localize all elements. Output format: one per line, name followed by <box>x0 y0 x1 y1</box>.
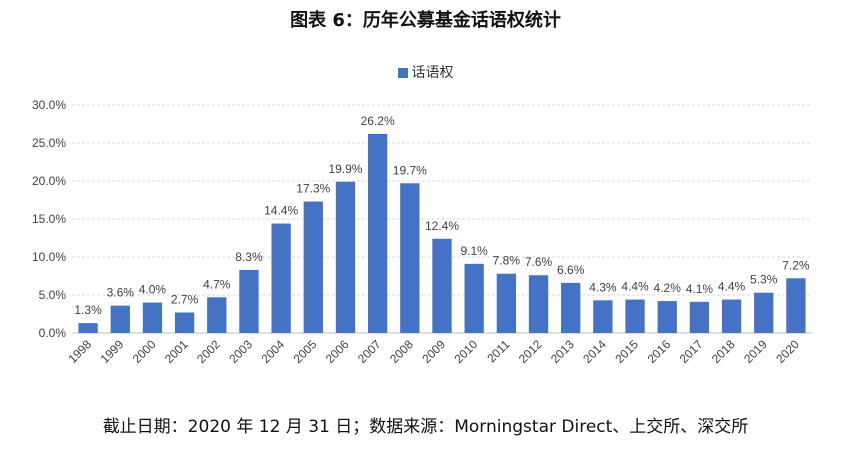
x-tick-label-2006: 2006 <box>323 337 352 366</box>
bar-2014 <box>593 300 613 333</box>
bar-2020 <box>786 278 806 333</box>
data-label-1999: 3.6% <box>107 286 135 300</box>
bar-2012 <box>528 275 549 333</box>
data-label-2007: 26.2% <box>361 114 395 128</box>
data-label-2009: 12.4% <box>425 219 459 233</box>
data-label-2005: 17.3% <box>296 182 330 196</box>
x-tick-label-2009: 2009 <box>419 337 448 366</box>
bar-2017 <box>689 301 710 333</box>
bar-2001 <box>174 312 195 333</box>
y-tick-label: 15.0% <box>32 212 66 226</box>
bar-2015 <box>625 299 645 333</box>
data-label-2006: 19.9% <box>328 162 362 176</box>
bar-2004 <box>271 223 291 333</box>
data-label-2008: 19.7% <box>393 163 427 177</box>
y-tick-label: 25.0% <box>32 136 66 150</box>
x-tick-label-2015: 2015 <box>612 337 641 366</box>
data-label-2016: 4.2% <box>654 281 682 295</box>
x-tick-label-2019: 2019 <box>741 337 770 366</box>
bar-2018 <box>721 299 742 333</box>
data-label-2003: 8.3% <box>235 250 263 264</box>
bar-2008 <box>400 183 420 333</box>
x-tick-label-2000: 2000 <box>130 337 159 366</box>
bar-2013 <box>561 282 581 333</box>
x-tick-label-2017: 2017 <box>677 337 706 366</box>
bar-2002 <box>207 297 227 333</box>
bar-2007 <box>368 133 388 333</box>
x-tick-label-2013: 2013 <box>548 337 577 366</box>
bar-2009 <box>432 238 452 333</box>
data-label-1998: 1.3% <box>74 303 102 317</box>
bar-chart: 0.0% 5.0% 10.0% 15.0% 20.0% 25.0% 30.0% 1.3% 199… <box>32 98 812 366</box>
data-label-2013: 6.6% <box>557 263 585 277</box>
x-tick-label-1998: 1998 <box>65 337 94 366</box>
x-tick-label-1999: 1999 <box>98 337 127 366</box>
x-tick-label-2020: 2020 <box>773 337 802 366</box>
bar-2003 <box>239 269 259 333</box>
bar-2016 <box>657 301 677 333</box>
bar-2006 <box>335 181 356 333</box>
bar-2005 <box>303 201 323 333</box>
y-tick-label: 20.0% <box>32 174 66 188</box>
y-tick-label: 5.0% <box>39 288 67 302</box>
x-tick-label-2014: 2014 <box>580 337 609 366</box>
bar-2011 <box>496 273 516 333</box>
bar-2010 <box>464 263 484 333</box>
data-label-2020: 7.2% <box>782 258 810 272</box>
x-tick-label-2007: 2007 <box>355 337 384 366</box>
legend-label: 话语权 <box>411 65 454 81</box>
bar-2019 <box>754 292 774 333</box>
data-label-2018: 4.4% <box>718 280 746 294</box>
x-tick-label-2004: 2004 <box>258 337 287 366</box>
x-tick-label-2010: 2010 <box>452 337 481 366</box>
legend: 话语权 <box>0 62 851 82</box>
data-label-2000: 4.0% <box>139 283 167 297</box>
x-tick-label-2001: 2001 <box>162 337 191 366</box>
data-label-2015: 4.4% <box>621 280 649 294</box>
y-tick-label: 10.0% <box>32 250 66 264</box>
source-note: 截止日期：2020 年 12 月 31 日；数据来源：Morningstar D… <box>102 417 749 437</box>
x-tick-label-2018: 2018 <box>709 337 738 366</box>
x-tick-label-2003: 2003 <box>226 337 255 366</box>
bar-2000 <box>142 302 163 333</box>
x-tick-label-2016: 2016 <box>645 337 674 366</box>
bar-1999 <box>110 305 130 333</box>
data-label-2001: 2.7% <box>171 292 199 306</box>
chart-title: 图表 6：历年公募基金话语权统计 <box>290 10 561 31</box>
data-label-2017: 4.1% <box>686 282 714 296</box>
y-tick-label: 30.0% <box>32 98 66 112</box>
data-label-2002: 4.7% <box>203 277 231 291</box>
data-label-2014: 4.3% <box>589 280 617 294</box>
data-label-2012: 7.6% <box>525 255 553 269</box>
data-label-2019: 5.3% <box>750 273 778 287</box>
data-label-2011: 7.8% <box>493 254 521 268</box>
x-tick-label-2005: 2005 <box>291 337 320 366</box>
legend-swatch <box>397 68 408 78</box>
y-tick-label: 0.0% <box>39 326 67 340</box>
bar-1998 <box>78 323 98 333</box>
x-tick-label-2011: 2011 <box>484 337 512 365</box>
data-label-2004: 14.4% <box>264 204 298 218</box>
x-tick-label-2002: 2002 <box>194 337 223 366</box>
data-label-2010: 9.1% <box>460 244 488 258</box>
x-tick-label-2012: 2012 <box>516 337 545 366</box>
x-tick-label-2008: 2008 <box>387 337 416 366</box>
